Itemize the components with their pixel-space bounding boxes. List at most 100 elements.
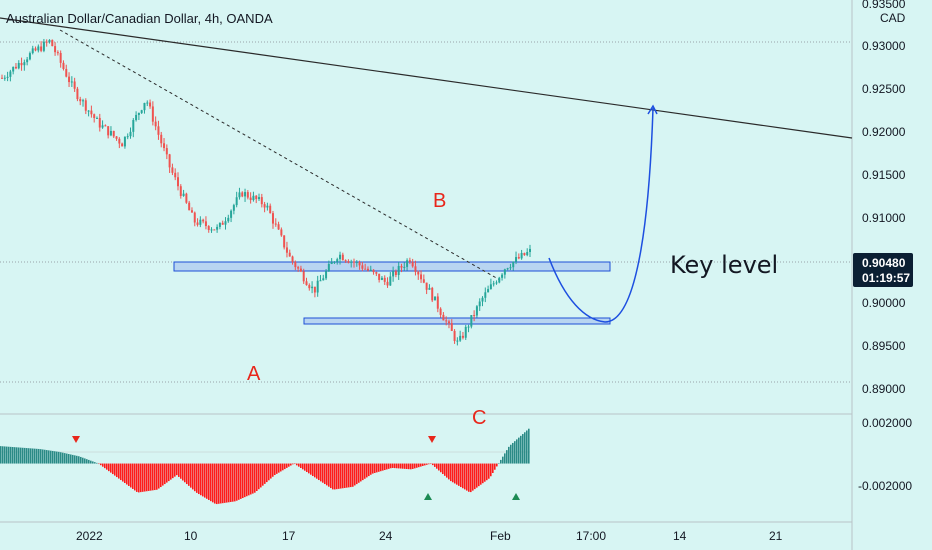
histogram-bar	[340, 463, 342, 489]
candle-body	[302, 271, 305, 282]
histogram-bar	[282, 463, 284, 471]
histogram-bar	[284, 463, 286, 470]
histogram-bar	[218, 463, 220, 504]
histogram-bar	[108, 463, 110, 472]
candle-body	[168, 154, 171, 168]
histogram-bar	[104, 463, 106, 469]
candle-body	[467, 326, 470, 328]
histogram-bar	[190, 463, 192, 488]
candle-body	[252, 195, 255, 201]
histogram-bar	[10, 446, 12, 464]
candle-body	[202, 219, 205, 222]
candle-body	[403, 266, 406, 268]
signal-up-2	[512, 493, 520, 500]
candle-body	[506, 268, 509, 270]
histogram-bar	[248, 463, 250, 496]
candle-body	[45, 41, 48, 43]
candle-body	[316, 280, 319, 293]
histogram-bar	[510, 444, 512, 464]
signal-up-1	[424, 493, 432, 500]
candle-body	[87, 110, 90, 112]
candle-body	[411, 261, 414, 267]
candle-body	[73, 81, 76, 89]
histogram-bar	[260, 463, 262, 488]
price-label-9: 0.89000	[862, 382, 906, 396]
candle-body	[495, 282, 498, 284]
upper-key-zone[interactable]	[173, 261, 611, 272]
candle-body	[190, 210, 193, 213]
histogram-bar	[120, 463, 122, 481]
histogram-bar	[390, 463, 392, 469]
candle-body	[503, 269, 506, 275]
current-price-value: 0.90480	[862, 256, 906, 270]
histogram-bar	[88, 459, 90, 464]
candle-body	[344, 260, 347, 262]
histogram-bar	[54, 451, 56, 464]
candle-body	[182, 193, 185, 196]
candle-body	[104, 125, 107, 127]
histogram-bar	[206, 463, 208, 499]
histogram-bar	[352, 463, 354, 487]
candle-body	[274, 223, 277, 225]
histogram-bar	[90, 460, 92, 464]
candle-body	[246, 192, 249, 198]
histogram-bar	[422, 463, 424, 466]
histogram-bar	[24, 447, 26, 464]
histogram-bar	[490, 463, 492, 477]
candle-body	[193, 212, 196, 223]
histogram-bar	[246, 463, 248, 497]
histogram-bar	[220, 463, 222, 504]
histogram-bar	[166, 463, 168, 483]
histogram-bar	[196, 463, 198, 493]
candle-body	[28, 53, 31, 60]
histogram-bar	[76, 455, 78, 464]
descending-trendline[interactable]	[0, 17, 853, 139]
histogram-bar	[258, 463, 260, 490]
histogram-bar	[434, 463, 436, 467]
candle-body	[414, 266, 417, 272]
histogram-bar	[72, 454, 74, 464]
histogram-bar	[368, 463, 370, 477]
histogram-bar	[370, 463, 372, 475]
histogram-bar	[488, 463, 490, 479]
histogram-bar	[528, 428, 530, 464]
histogram-bar	[356, 463, 358, 485]
histogram-bar	[416, 463, 418, 468]
candle-body	[341, 254, 344, 261]
candle-body	[305, 281, 308, 286]
histogram-bar	[306, 463, 308, 473]
candle-body	[62, 62, 65, 69]
candle-body	[84, 100, 87, 111]
candle-body	[501, 274, 504, 278]
candle-body	[461, 335, 464, 338]
histogram-bar	[228, 463, 230, 503]
candle-body	[160, 134, 163, 144]
histogram-bar	[170, 463, 172, 480]
histogram-bar	[526, 430, 528, 464]
histogram-bar	[382, 463, 384, 471]
candle-body	[319, 280, 322, 282]
projection-path[interactable]	[548, 107, 654, 323]
time-label-24: 24	[379, 529, 393, 543]
time-axis[interactable]: 2022 10 17 24 Feb 17:00 14 21	[76, 529, 783, 543]
dashed-trendline[interactable]	[59, 29, 501, 281]
candle-body	[283, 235, 286, 248]
histogram-bar	[102, 463, 104, 467]
time-label-feb: Feb	[490, 529, 511, 543]
histogram-bar	[358, 463, 360, 483]
price-axis[interactable]: 0.93500 CAD 0.93000 0.92500 0.92000 0.91…	[853, 0, 913, 493]
candle-body	[258, 197, 261, 200]
candle-body	[325, 271, 328, 279]
histogram-bar	[482, 463, 484, 484]
candle-body	[9, 71, 12, 77]
histogram-bar	[330, 463, 332, 489]
histogram-bar	[334, 463, 336, 490]
candle-body	[51, 39, 54, 47]
candle-body	[453, 330, 456, 342]
candle-body	[90, 110, 93, 115]
histogram-bar	[344, 463, 346, 488]
lower-key-zone[interactable]	[303, 317, 611, 325]
candle-body	[42, 41, 45, 51]
candle-body	[244, 192, 247, 197]
